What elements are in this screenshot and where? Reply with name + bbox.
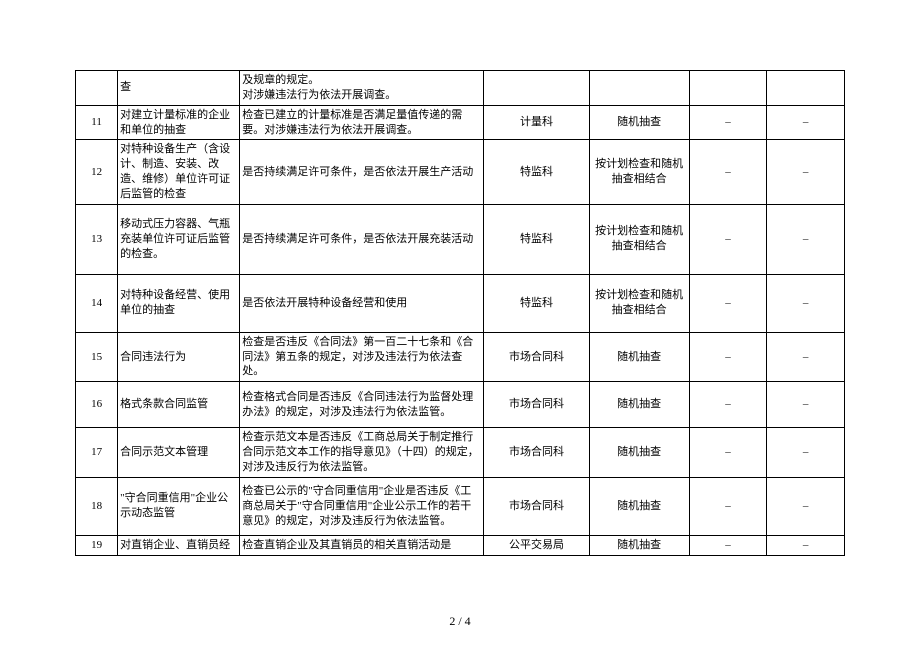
table-cell-item: 格式条款合同监管 <box>118 382 240 428</box>
table-cell-dash2: – <box>767 535 845 555</box>
table-row: 13移动式压力容器、气瓶充装单位许可证后监管的检查。是否持续满足许可条件，是否依… <box>76 204 845 274</box>
page-number: 2 / 4 <box>0 614 920 629</box>
table-row: 14对特种设备经营、使用单位的抽查是否依法开展特种设备经营和使用特监科按计划检查… <box>76 274 845 332</box>
table-cell-num: 12 <box>76 140 118 204</box>
table-cell-method: 按计划检查和随机抽查相结合 <box>589 140 689 204</box>
table-cell-content: 检查格式合同是否违反《合同违法行为监督处理办法》的规定，对涉及违法行为依法监管。 <box>240 382 484 428</box>
table-cell-item: 对特种设备经营、使用单位的抽查 <box>118 274 240 332</box>
table-cell-dept: 特监科 <box>484 140 589 204</box>
table-cell-method: 随机抽查 <box>589 382 689 428</box>
table-cell-num: 18 <box>76 477 118 535</box>
table-cell-num: 11 <box>76 105 118 140</box>
table-cell-content: 检查示范文本是否违反《工商总局关于制定推行合同示范文本工作的指导意见》（十四）的… <box>240 428 484 478</box>
table-cell-method: 随机抽查 <box>589 428 689 478</box>
table-cell-dash1: – <box>689 535 767 555</box>
table-cell-dash1: – <box>689 382 767 428</box>
table-cell-dash1 <box>689 71 767 106</box>
table-cell-dept: 市场合同科 <box>484 382 589 428</box>
table-row: 查及规章的规定。对涉嫌违法行为依法开展调查。 <box>76 71 845 106</box>
table-row: 12对特种设备生产（含设计、制造、安装、改造、维修）单位许可证后监管的检查是否持… <box>76 140 845 204</box>
table-cell-content: 检查直销企业及其直销员的相关直销活动是 <box>240 535 484 555</box>
table-cell-dept: 特监科 <box>484 204 589 274</box>
table-cell-dash1: – <box>689 428 767 478</box>
table-cell-content: 是否依法开展特种设备经营和使用 <box>240 274 484 332</box>
table-cell-content: 检查已公示的"守合同重信用"企业是否违反《工商总局关于"守合同重信用"企业公示工… <box>240 477 484 535</box>
table-cell-content: 是否持续满足许可条件，是否依法开展生产活动 <box>240 140 484 204</box>
table-cell-method: 随机抽查 <box>589 332 689 382</box>
table-cell-num: 15 <box>76 332 118 382</box>
table-cell-dept: 市场合同科 <box>484 477 589 535</box>
table-cell-method: 按计划检查和随机抽查相结合 <box>589 274 689 332</box>
table-cell-num: 13 <box>76 204 118 274</box>
table-cell-item: 对特种设备生产（含设计、制造、安装、改造、维修）单位许可证后监管的检查 <box>118 140 240 204</box>
table-cell-item: 移动式压力容器、气瓶充装单位许可证后监管的检查。 <box>118 204 240 274</box>
table-cell-content: 检查是否违反《合同法》第一百二十七条和《合同法》第五条的规定，对涉及违法行为依法… <box>240 332 484 382</box>
table-cell-dept: 计量科 <box>484 105 589 140</box>
table-cell-item: 查 <box>118 71 240 106</box>
table-cell-dash2: – <box>767 382 845 428</box>
table-cell-dash2: – <box>767 428 845 478</box>
table-cell-num: 16 <box>76 382 118 428</box>
table-cell-item: 合同示范文本管理 <box>118 428 240 478</box>
table-cell-dept: 公平交易局 <box>484 535 589 555</box>
table-cell-item: 对建立计量标准的企业和单位的抽查 <box>118 105 240 140</box>
table-cell-dash2: – <box>767 140 845 204</box>
table-cell-dash1: – <box>689 140 767 204</box>
table-cell-method: 随机抽查 <box>589 477 689 535</box>
table-cell-dash1: – <box>689 332 767 382</box>
table-cell-dash2 <box>767 71 845 106</box>
table-cell-dept <box>484 71 589 106</box>
table-cell-item: 合同违法行为 <box>118 332 240 382</box>
table-cell-dash2: – <box>767 477 845 535</box>
table-cell-dash1: – <box>689 204 767 274</box>
table-cell-item: 对直销企业、直销员经 <box>118 535 240 555</box>
table-cell-dash2: – <box>767 332 845 382</box>
table-cell-dept: 市场合同科 <box>484 428 589 478</box>
table-cell-num: 14 <box>76 274 118 332</box>
table-cell-dash1: – <box>689 105 767 140</box>
table-cell-method: 随机抽查 <box>589 105 689 140</box>
table-cell-dash1: – <box>689 274 767 332</box>
inspection-table: 查及规章的规定。对涉嫌违法行为依法开展调查。11对建立计量标准的企业和单位的抽查… <box>75 70 845 556</box>
table-cell-method: 按计划检查和随机抽查相结合 <box>589 204 689 274</box>
document-page: 查及规章的规定。对涉嫌违法行为依法开展调查。11对建立计量标准的企业和单位的抽查… <box>0 0 920 651</box>
table-row: 15合同违法行为检查是否违反《合同法》第一百二十七条和《合同法》第五条的规定，对… <box>76 332 845 382</box>
table-cell-content: 及规章的规定。对涉嫌违法行为依法开展调查。 <box>240 71 484 106</box>
table-cell-num: 17 <box>76 428 118 478</box>
table-row: 16格式条款合同监管检查格式合同是否违反《合同违法行为监督处理办法》的规定，对涉… <box>76 382 845 428</box>
table-cell-dept: 特监科 <box>484 274 589 332</box>
table-cell-item: "守合同重信用"企业公示动态监管 <box>118 477 240 535</box>
table-cell-dash2: – <box>767 274 845 332</box>
table-row: 19对直销企业、直销员经检查直销企业及其直销员的相关直销活动是公平交易局随机抽查… <box>76 535 845 555</box>
table-row: 11对建立计量标准的企业和单位的抽查检查已建立的计量标准是否满足量值传递的需要。… <box>76 105 845 140</box>
table-cell-dash2: – <box>767 204 845 274</box>
table-cell-dash2: – <box>767 105 845 140</box>
table-cell-dept: 市场合同科 <box>484 332 589 382</box>
table-cell-method <box>589 71 689 106</box>
table-cell-content: 是否持续满足许可条件，是否依法开展充装活动 <box>240 204 484 274</box>
table-cell-content: 检查已建立的计量标准是否满足量值传递的需要。对涉嫌违法行为依法开展调查。 <box>240 105 484 140</box>
table-cell-dash1: – <box>689 477 767 535</box>
table-cell-num <box>76 71 118 106</box>
table-cell-num: 19 <box>76 535 118 555</box>
table-row: 18"守合同重信用"企业公示动态监管检查已公示的"守合同重信用"企业是否违反《工… <box>76 477 845 535</box>
table-cell-method: 随机抽查 <box>589 535 689 555</box>
table-row: 17合同示范文本管理检查示范文本是否违反《工商总局关于制定推行合同示范文本工作的… <box>76 428 845 478</box>
